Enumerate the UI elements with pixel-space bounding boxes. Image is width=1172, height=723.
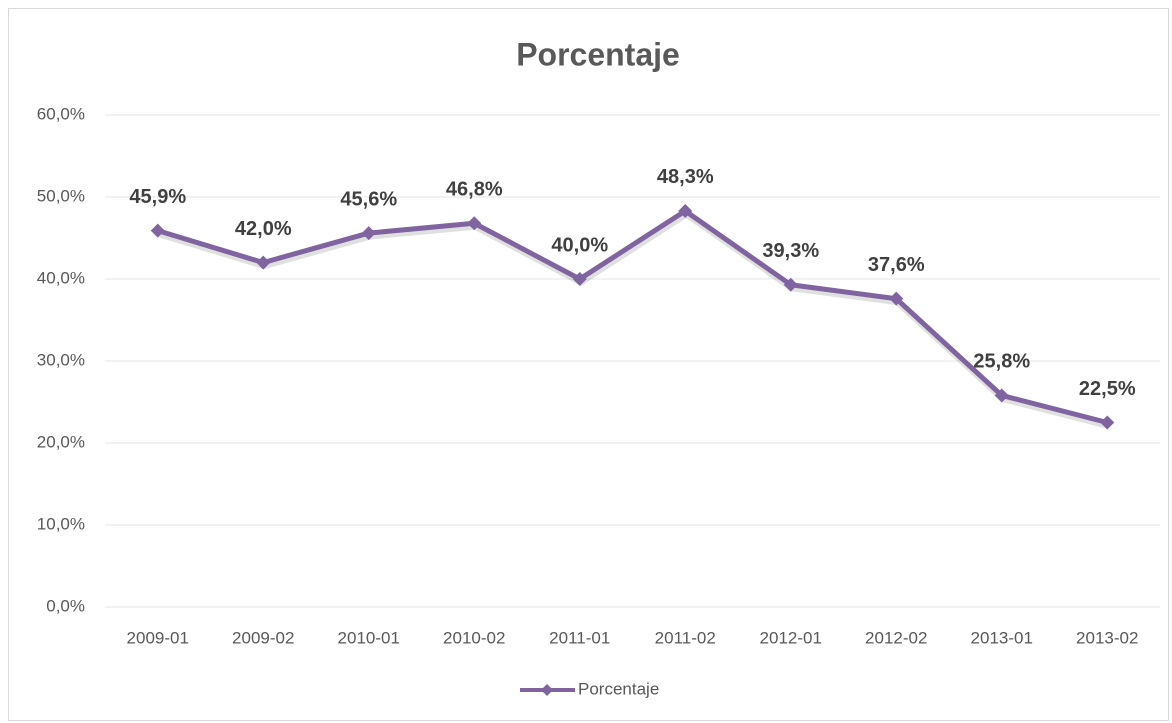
data-label: 46,8% bbox=[446, 179, 503, 201]
y-tick-label: 50,0% bbox=[37, 186, 85, 205]
data-label: 45,9% bbox=[129, 186, 186, 208]
point-marker bbox=[256, 255, 271, 270]
data-label: 22,5% bbox=[1079, 378, 1136, 400]
x-tick-label: 2012-02 bbox=[865, 628, 927, 647]
legend-marker bbox=[541, 684, 553, 696]
x-tick-label: 2012-01 bbox=[760, 628, 822, 647]
x-tick-label: 2011-01 bbox=[549, 628, 610, 647]
y-tick-label: 10,0% bbox=[37, 514, 85, 533]
point-marker bbox=[361, 226, 376, 241]
x-tick-label: 2010-02 bbox=[443, 628, 505, 647]
point-marker bbox=[889, 291, 904, 306]
point-marker bbox=[572, 272, 587, 286]
y-tick-label: 40,0% bbox=[37, 268, 85, 287]
x-tick-label: 2009-01 bbox=[127, 628, 189, 647]
series-line bbox=[157, 208, 1108, 425]
data-label: 45,6% bbox=[340, 188, 397, 210]
data-label: 42,0% bbox=[235, 218, 292, 240]
data-label: 37,6% bbox=[868, 254, 925, 276]
chart-title: Porcentaje bbox=[516, 36, 680, 72]
x-tick-label: 2013-02 bbox=[1076, 628, 1138, 647]
x-tick-label: 2013-01 bbox=[971, 628, 1033, 647]
point-marker bbox=[678, 203, 693, 218]
y-tick-label: 0,0% bbox=[46, 596, 85, 615]
chart-border bbox=[8, 8, 1169, 721]
x-tick-label: 2009-02 bbox=[232, 628, 294, 647]
data-label: 48,3% bbox=[657, 166, 714, 188]
x-tick-label: 2011-02 bbox=[655, 628, 716, 647]
point-marker bbox=[150, 223, 165, 238]
data-label: 39,3% bbox=[762, 240, 819, 262]
data-label: 40,0% bbox=[551, 234, 608, 256]
point-marker bbox=[783, 277, 798, 292]
y-tick-label: 20,0% bbox=[37, 432, 85, 451]
y-tick-label: 60,0% bbox=[37, 104, 85, 123]
point-marker bbox=[467, 216, 482, 231]
y-tick-label: 30,0% bbox=[37, 350, 85, 369]
point-marker bbox=[1100, 415, 1115, 430]
legend-label: Porcentaje bbox=[578, 679, 659, 698]
x-tick-label: 2010-01 bbox=[338, 628, 400, 647]
point-marker bbox=[994, 388, 1009, 403]
data-label: 25,8% bbox=[973, 351, 1030, 373]
